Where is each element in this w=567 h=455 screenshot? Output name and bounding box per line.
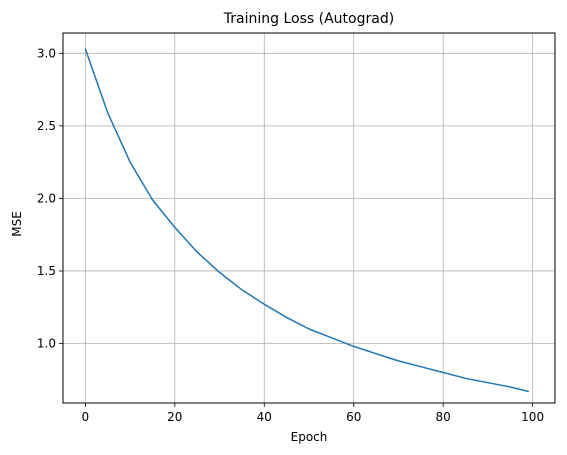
plot-frame bbox=[62, 32, 556, 404]
x-tick-label: 0 bbox=[82, 410, 90, 424]
x-axis: 0 20 40 60 80 100 bbox=[82, 403, 544, 424]
y-tick-label: 1.0 bbox=[37, 337, 56, 351]
y-tick-label: 3.0 bbox=[37, 46, 56, 60]
x-tick-label: 80 bbox=[436, 410, 451, 424]
x-tick-label: 40 bbox=[257, 410, 272, 424]
y-tick-label: 1.5 bbox=[37, 264, 56, 278]
x-tick-label: 20 bbox=[167, 410, 182, 424]
y-axis: 1.0 1.5 2.0 2.5 3.0 bbox=[37, 46, 63, 351]
series-layer bbox=[84, 48, 529, 393]
grid bbox=[63, 33, 555, 403]
x-tick-label: 60 bbox=[346, 410, 361, 424]
y-axis-label: MSE bbox=[10, 211, 24, 237]
x-tick-label: 100 bbox=[521, 410, 544, 424]
y-tick-label: 2.0 bbox=[37, 191, 56, 205]
y-tick-label: 2.5 bbox=[37, 119, 56, 133]
x-axis-label: Epoch bbox=[291, 430, 328, 444]
chart-title: Training Loss (Autograd) bbox=[223, 11, 394, 27]
series-line bbox=[84, 48, 529, 393]
